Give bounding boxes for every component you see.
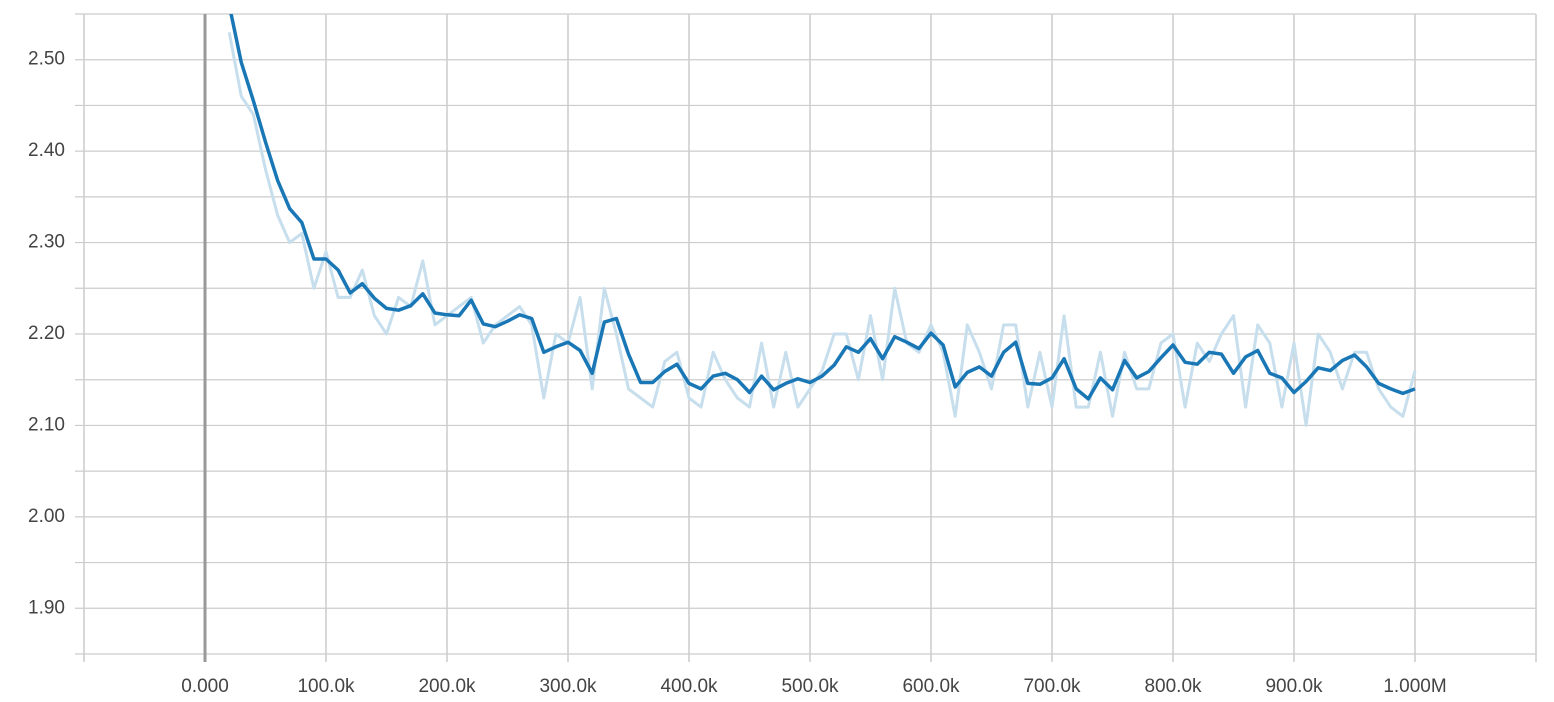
- x-tick-label: 600.0k: [902, 676, 960, 697]
- x-tick-label: 700.0k: [1023, 676, 1081, 697]
- x-tick-label: 400.0k: [660, 676, 718, 697]
- x-tick-label: 200.0k: [418, 676, 476, 697]
- x-tick-label: 900.0k: [1265, 676, 1323, 697]
- y-tick-label: 2.50: [28, 49, 65, 70]
- x-tick-label: 300.0k: [539, 676, 597, 697]
- y-tick-label: 1.90: [28, 597, 65, 618]
- y-tick-label: 2.10: [28, 414, 65, 435]
- x-tick-label: 100.0k: [297, 676, 355, 697]
- x-tick-label: 1.000M: [1383, 676, 1446, 697]
- series-line: [229, 14, 1416, 401]
- y-tick-label: 2.40: [28, 140, 65, 161]
- x-tick-label: 800.0k: [1144, 676, 1202, 697]
- y-tick-label: 2.20: [28, 323, 65, 344]
- x-tick-label: 0.000: [181, 676, 229, 697]
- plot-area: [227, 14, 1417, 427]
- series-line: [227, 32, 1417, 427]
- y-tick-label: 2.00: [28, 506, 65, 527]
- x-tick-label: 500.0k: [781, 676, 839, 697]
- y-tick-label: 2.30: [28, 232, 65, 253]
